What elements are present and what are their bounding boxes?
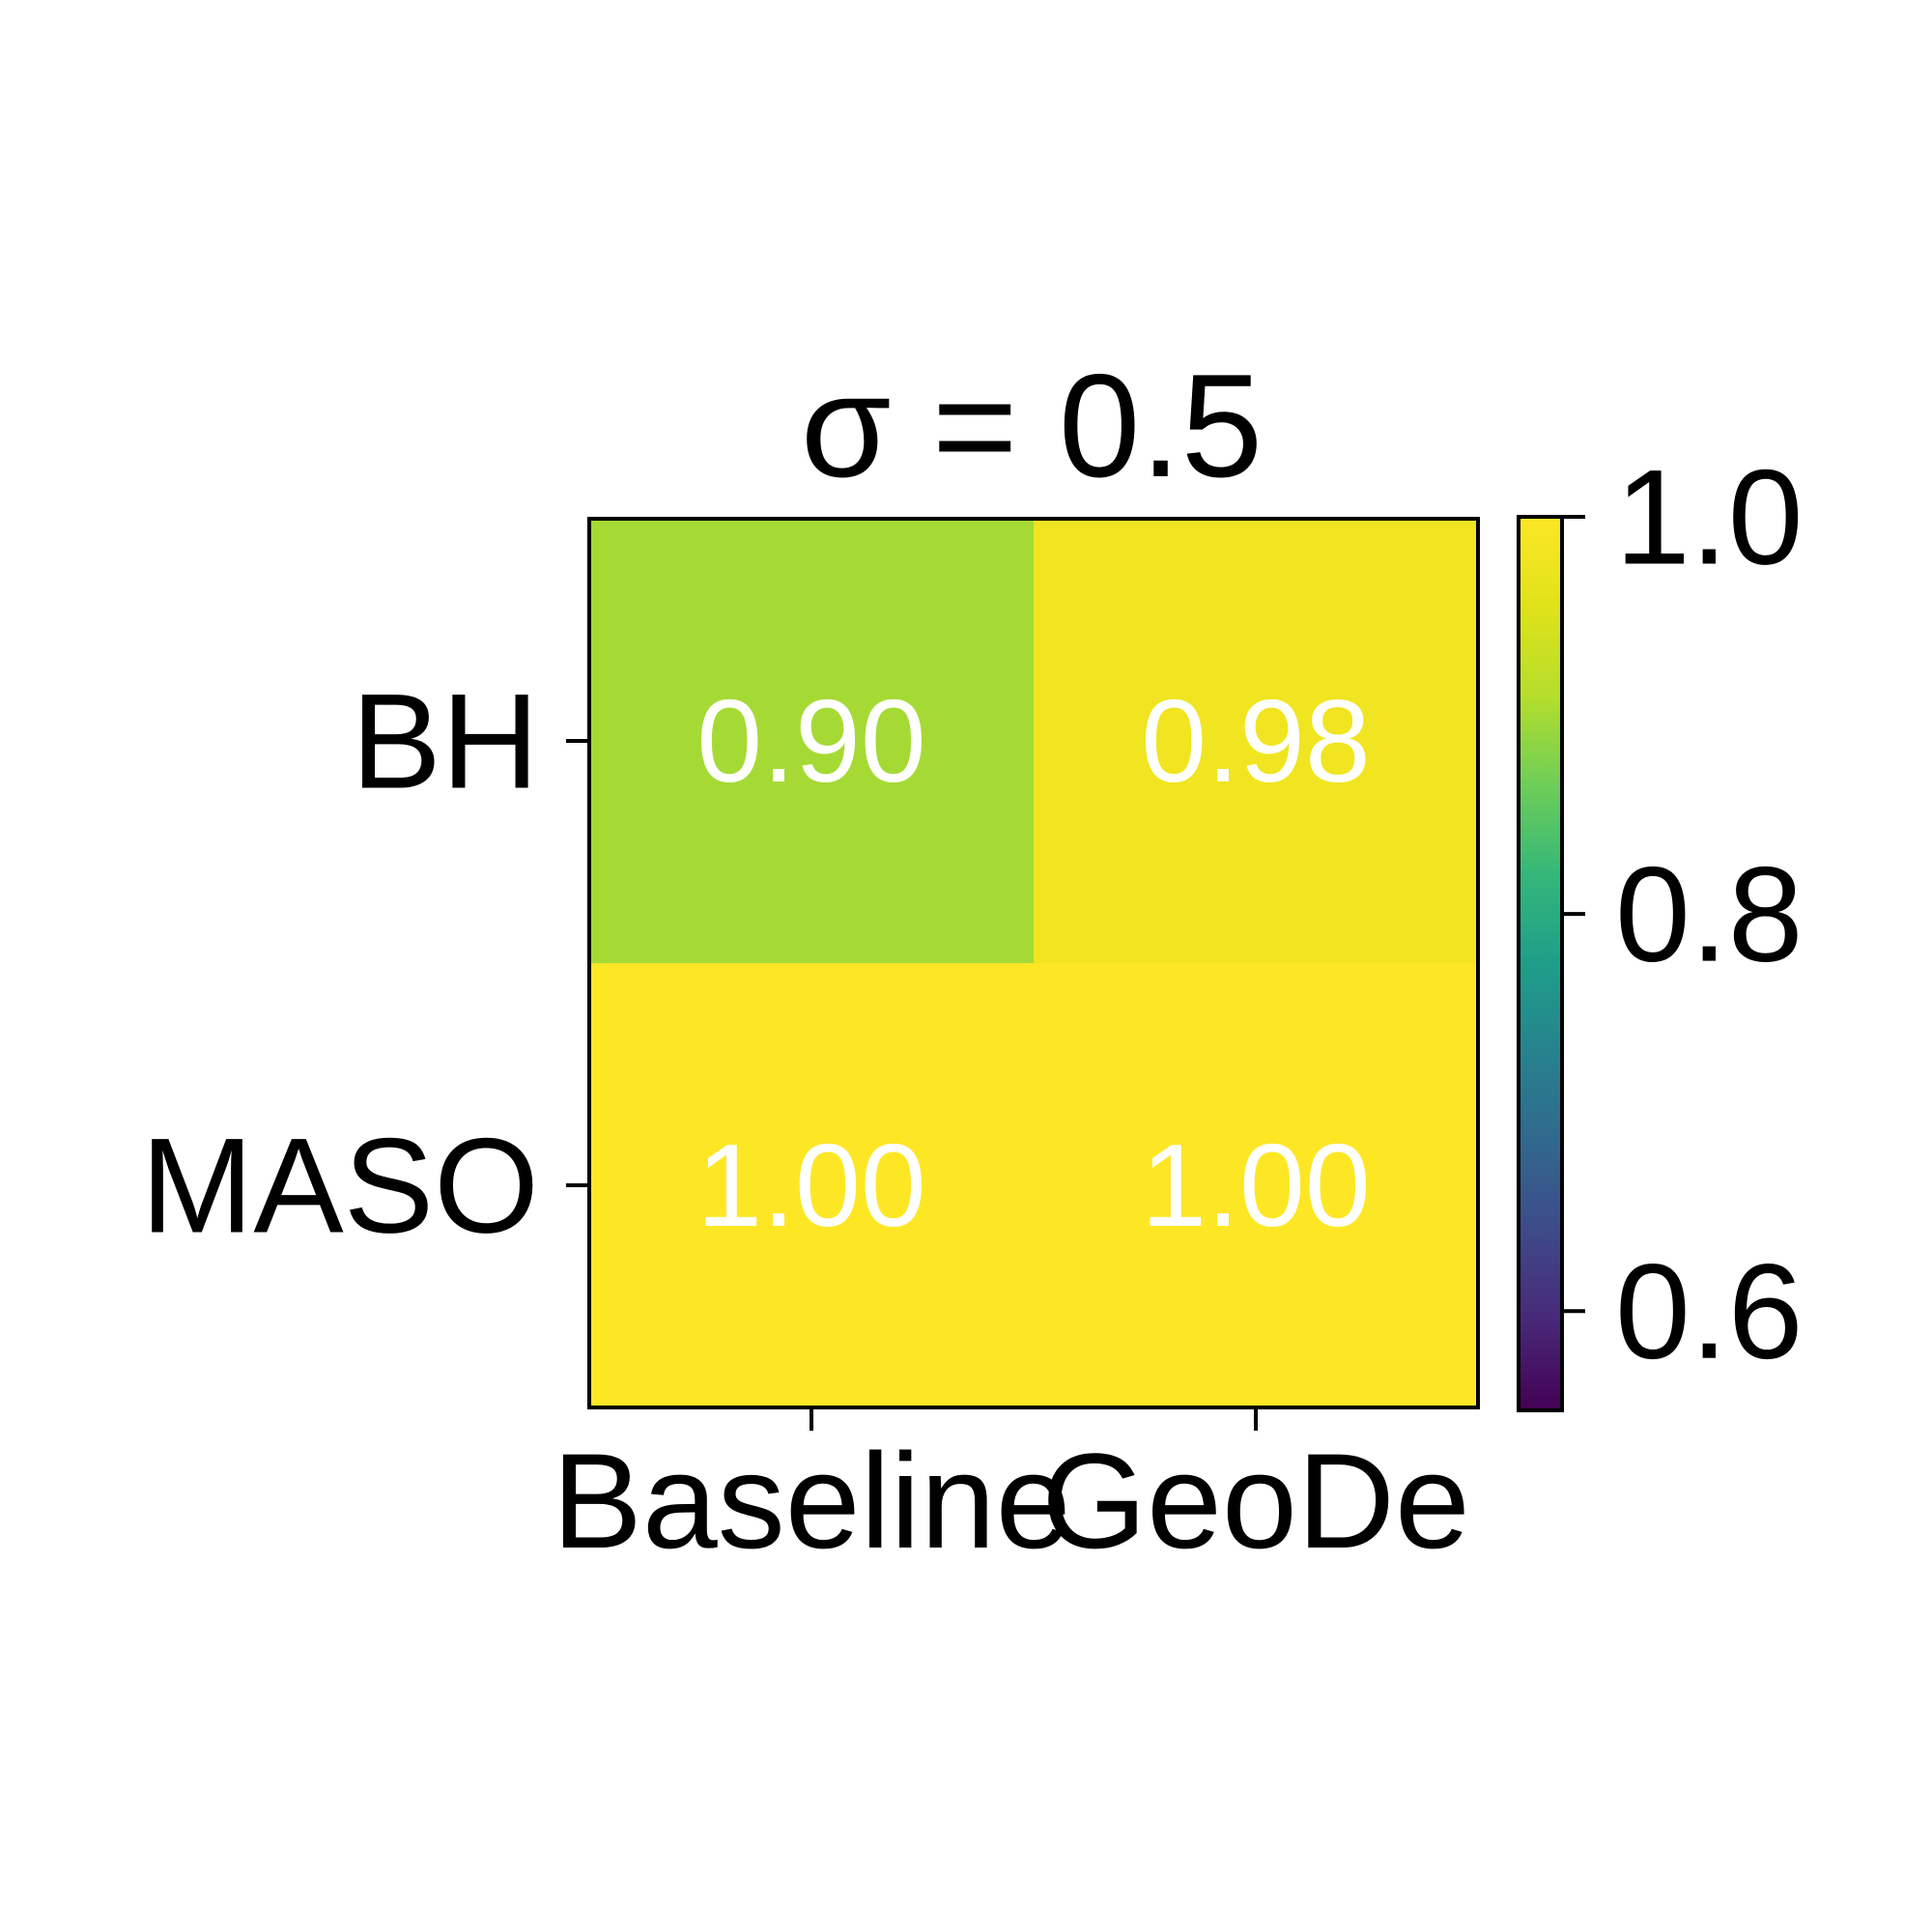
y-tick-label: MASO <box>141 1110 539 1262</box>
heatmap-frame <box>587 517 1480 1409</box>
colorbar-tick-label: 0.8 <box>1615 838 1804 990</box>
y-tick-label: BH <box>352 666 539 817</box>
colorbar-tick-label: 0.6 <box>1615 1236 1804 1387</box>
chart-title: σ = 0.5 <box>801 344 1263 508</box>
heatmap-cells <box>589 519 1479 1408</box>
heatmap-cell <box>589 519 1035 964</box>
colorbar <box>1517 515 1564 1412</box>
cell-value-label: 0.98 <box>1141 675 1370 807</box>
cell-annotations: 0.90 0.98 1.00 1.00 <box>696 675 1370 1251</box>
x-tick-label: Baseline <box>552 1425 1070 1577</box>
heatmap-cell <box>1034 519 1479 964</box>
cell-value-label: 1.00 <box>696 1120 925 1251</box>
colorbar-axis: 0.6 0.8 1.0 <box>1562 441 1804 1387</box>
cell-value-label: 1.00 <box>1141 1120 1370 1251</box>
colorbar-tick-label: 1.0 <box>1615 441 1804 593</box>
heatmap-cell <box>1034 963 1479 1408</box>
x-tick-label: GeoDe <box>1041 1425 1470 1577</box>
cell-value-label: 0.90 <box>696 675 925 807</box>
heatmap-cell <box>589 963 1035 1408</box>
y-axis: BH MASO <box>141 666 589 1262</box>
